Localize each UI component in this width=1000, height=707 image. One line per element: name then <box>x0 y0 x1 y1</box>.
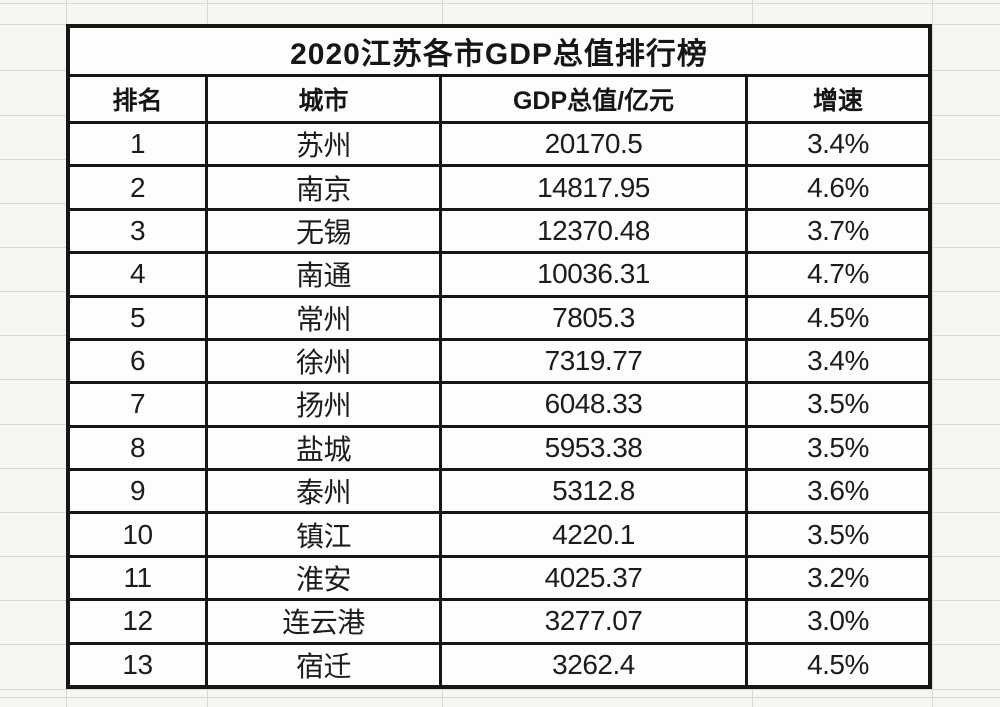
city-cell: 苏州 <box>208 124 439 165</box>
growth-cell: 3.5% <box>748 427 928 469</box>
gdp-cell: 20170.5 <box>442 124 745 165</box>
growth-cell: 3.5% <box>748 384 928 425</box>
growth-cell: 4.5% <box>748 297 928 338</box>
column-header-growth: 增速 <box>748 77 928 121</box>
gdp-cell: 14817.95 <box>442 167 745 208</box>
city-cell: 南通 <box>208 254 439 295</box>
growth-cell: 3.4% <box>748 124 928 165</box>
city-cell: 淮安 <box>208 557 439 599</box>
gdp-cell: 3277.07 <box>442 601 745 642</box>
rank-cell: 11 <box>70 557 205 599</box>
gdp-cell: 7319.77 <box>442 340 745 382</box>
growth-cell: 3.6% <box>748 471 928 512</box>
growth-cell: 3.0% <box>748 601 928 642</box>
column-header-gdp: GDP总值/亿元 <box>442 77 745 121</box>
gdp-cell: 7805.3 <box>442 297 745 338</box>
grid-line <box>932 0 933 707</box>
city-cell: 镇江 <box>208 514 439 555</box>
rank-cell: 2 <box>70 167 205 208</box>
gdp-cell: 12370.48 <box>442 210 745 252</box>
rank-cell: 1 <box>70 124 205 165</box>
growth-cell: 4.5% <box>748 644 928 685</box>
growth-cell: 3.5% <box>748 514 928 555</box>
rank-cell: 7 <box>70 384 205 425</box>
city-cell: 徐州 <box>208 340 439 382</box>
growth-cell: 3.7% <box>748 210 928 252</box>
rank-cell: 4 <box>70 254 205 295</box>
growth-cell: 4.7% <box>748 254 928 295</box>
rank-cell: 6 <box>70 340 205 382</box>
gdp-cell: 10036.31 <box>442 254 745 295</box>
column-header-city: 城市 <box>208 77 439 121</box>
growth-cell: 4.6% <box>748 167 928 208</box>
growth-cell: 3.4% <box>748 340 928 382</box>
gdp-ranking-table: 2020江苏各市GDP总值排行榜 排名 城市 GDP总值/亿元 增速 1 苏州 … <box>66 24 932 689</box>
rank-cell: 12 <box>70 601 205 642</box>
rank-cell: 8 <box>70 427 205 469</box>
rank-cell: 5 <box>70 297 205 338</box>
growth-cell: 3.2% <box>748 557 928 599</box>
city-cell: 扬州 <box>208 384 439 425</box>
rank-cell: 9 <box>70 471 205 512</box>
city-cell: 常州 <box>208 297 439 338</box>
city-cell: 盐城 <box>208 427 439 469</box>
gdp-cell: 3262.4 <box>442 644 745 685</box>
city-cell: 泰州 <box>208 471 439 512</box>
gdp-cell: 5953.38 <box>442 427 745 469</box>
grid-line <box>0 689 1000 690</box>
city-cell: 宿迁 <box>208 644 439 685</box>
city-cell: 连云港 <box>208 601 439 642</box>
gdp-cell: 4220.1 <box>442 514 745 555</box>
gdp-cell: 4025.37 <box>442 557 745 599</box>
gdp-cell: 5312.8 <box>442 471 745 512</box>
grid-line <box>0 697 1000 698</box>
table-title: 2020江苏各市GDP总值排行榜 <box>70 28 928 74</box>
rank-cell: 13 <box>70 644 205 685</box>
city-cell: 无锡 <box>208 210 439 252</box>
gdp-cell: 6048.33 <box>442 384 745 425</box>
column-header-rank: 排名 <box>70 77 205 121</box>
rank-cell: 10 <box>70 514 205 555</box>
grid-line <box>0 3 1000 4</box>
city-cell: 南京 <box>208 167 439 208</box>
rank-cell: 3 <box>70 210 205 252</box>
